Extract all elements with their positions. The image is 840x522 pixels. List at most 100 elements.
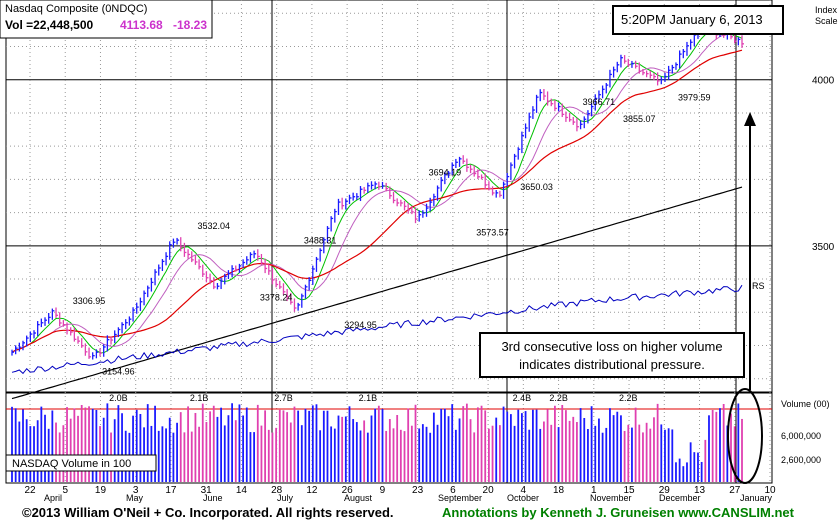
price-bar [40,318,44,328]
price-bar [359,186,363,202]
price-bar [678,50,682,69]
x-month-label: May [126,493,144,503]
price-annotation: 3573.57 [476,227,509,237]
price-bar [510,162,513,180]
price-bar [110,336,114,345]
price-bar [348,194,352,205]
price-bar [517,147,521,160]
price-bar [499,190,502,198]
price-bar [356,193,359,200]
x-tick-label: 28 [271,485,283,496]
price-panel-frame [5,0,773,393]
price-bar [308,277,312,291]
index-scale-label: Index [815,5,838,15]
price-bar [253,250,257,259]
price-bar [235,265,238,272]
price-bar [502,181,506,199]
price-bar [59,312,62,327]
price-bar [191,251,194,263]
price-bar [169,241,172,260]
price-bar [433,193,436,207]
price-bar [319,248,323,262]
price-bar [682,48,686,59]
price-bar [301,293,304,308]
price-readout: 4113.68 [120,18,163,32]
price-bar [44,317,48,326]
price-bar [77,336,81,344]
x-month-label: September [438,493,482,503]
price-bar [407,203,411,214]
price-bar [649,70,653,79]
price-bar [601,85,605,99]
x-month-label: July [277,493,294,503]
price-bar [598,90,601,103]
price-bar [462,155,466,164]
price-bar [620,54,623,68]
x-tick-label: 22 [24,485,36,496]
price-bar [521,131,524,154]
price-bar [532,106,535,119]
x-tick-label: 27 [729,485,741,496]
price-bar [488,181,491,191]
price-bar [491,186,495,196]
price-bar [631,60,634,68]
price-bar [194,255,198,265]
x-tick-label: 31 [201,485,213,496]
x-tick-label: 13 [694,485,706,496]
price-bar [242,259,246,268]
price-bar [161,259,165,272]
price-bar [139,297,143,311]
price-bar [147,285,150,298]
price-bar [440,176,444,192]
price-bar [279,280,282,290]
price-bar [565,111,568,122]
volume-panel-label: NASDAQ Volume in 100 [12,458,131,470]
price-bar [367,182,370,193]
price-bar [103,344,106,357]
volume-tick-1: 6,000,000 [781,431,821,441]
price-bar [143,290,147,306]
x-tick-label: 14 [236,485,248,496]
price-annotation: 3966.71 [583,97,616,107]
x-tick-label: 29 [659,485,671,496]
price-bar [513,153,517,169]
price-bar [22,340,26,351]
price-bar [418,210,422,222]
price-bar [378,181,381,190]
price-bar [477,169,480,180]
price-bar [187,249,191,259]
price-bar [506,172,510,187]
price-bar [136,302,139,314]
price-bar [84,343,88,356]
price-bar [154,269,158,286]
price-bar [62,320,66,327]
price-bar [224,273,227,285]
moving-averages [11,28,743,400]
axes: 3500 4000 22 5 19 3 17 31 14 28 12 26 9 23 6 20 4 18 1 15 29… [6,76,835,503]
price-bar [524,123,528,139]
price-bar [132,307,136,322]
price-bar [480,174,484,180]
price-bar [642,68,645,76]
price-bar [561,103,565,118]
price-bar [227,270,231,279]
price-bar [590,103,594,117]
price-bar [436,185,440,201]
ma-21-line [11,32,743,353]
x-tick-label: 18 [553,485,565,496]
price-annotation: 3532.04 [197,221,230,231]
price-bar [616,61,620,73]
price-annotations: 3306.95 3154.96 3532.04 3378.24 3488.31 3294.… [73,93,711,377]
header-box [0,0,213,39]
annotations-credit: Annotations by Kenneth J. Gruneisen www.… [442,505,794,520]
price-bar [125,319,128,330]
price-bar [403,200,407,211]
x-tick-label: 6 [450,485,456,496]
price-bar [664,72,667,82]
price-annotation: 3294.95 [344,320,377,330]
price-bar [667,65,671,80]
x-tick-label: 23 [412,485,424,496]
price-annotation: 3306.95 [73,296,106,306]
price-bar [370,181,374,190]
x-month-label: October [507,493,539,503]
